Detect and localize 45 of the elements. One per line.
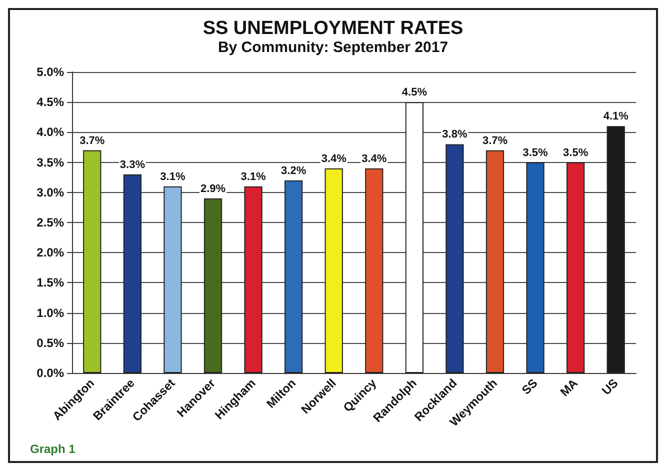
x-tick-label: SS — [519, 376, 540, 398]
bar — [446, 144, 464, 373]
bar — [123, 174, 142, 373]
bar — [526, 162, 544, 373]
data-label: 3.4% — [362, 152, 387, 165]
data-label: 3.7% — [80, 134, 105, 147]
y-tick-label: 1.5% — [36, 276, 64, 290]
data-label: 2.9% — [200, 182, 226, 195]
data-label: 3.3% — [120, 158, 146, 171]
y-tick-label: 4.0% — [36, 125, 64, 140]
y-tick-label: 0.0% — [36, 366, 64, 380]
y-tick-label: 3.0% — [36, 185, 64, 200]
data-label: 3.1% — [160, 170, 186, 183]
y-tick-label: 0.5% — [36, 336, 64, 350]
bar — [486, 150, 504, 373]
y-tick-label: 3.5% — [36, 155, 64, 170]
y-tick-label: 2.0% — [36, 246, 64, 260]
y-tick-label: 1.0% — [36, 306, 64, 320]
y-tick-label: 2.5% — [36, 216, 64, 230]
chart-subtitle: By Community: September 2017 — [218, 39, 448, 56]
data-label: 3.5% — [522, 146, 548, 159]
bar — [244, 186, 262, 373]
x-tick-label: MA — [557, 376, 581, 400]
data-label: 3.8% — [442, 128, 468, 141]
data-label: 3.2% — [281, 164, 306, 177]
bar — [164, 186, 182, 373]
x-tick-label: US — [599, 376, 621, 398]
bar — [566, 162, 585, 373]
bar — [606, 126, 625, 373]
data-label: 3.4% — [321, 152, 347, 165]
data-label: 3.5% — [563, 146, 588, 159]
data-label: 4.5% — [402, 86, 428, 99]
bar — [324, 168, 343, 373]
y-tick-label: 4.5% — [36, 95, 64, 110]
bar — [365, 168, 384, 373]
data-label: 3.7% — [482, 134, 508, 147]
data-label: 4.1% — [603, 110, 629, 123]
y-tick-label: 5.0% — [36, 65, 64, 79]
bar — [405, 102, 424, 373]
bar — [204, 198, 222, 373]
caption: Graph 1 — [30, 442, 76, 456]
bar — [284, 180, 303, 373]
data-label: 3.1% — [240, 170, 266, 183]
bar — [83, 150, 102, 373]
chart-title: SS UNEMPLOYMENT RATES — [202, 18, 464, 39]
